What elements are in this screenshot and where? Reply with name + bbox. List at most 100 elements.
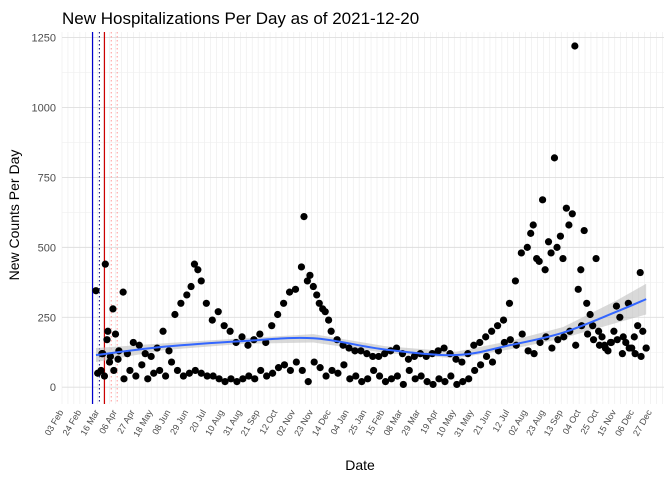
data-point: [550, 154, 559, 162]
data-point: [411, 375, 419, 383]
data-point: [304, 378, 312, 386]
data-point: [132, 372, 140, 380]
data-point: [171, 310, 179, 319]
data-point: [357, 347, 365, 355]
data-point: [194, 266, 202, 274]
data-point: [446, 350, 454, 358]
data-point: [589, 336, 598, 344]
data-point: [268, 369, 277, 377]
data-point: [268, 322, 276, 330]
data-point: [631, 350, 639, 358]
data-point: [297, 263, 306, 271]
data-point: [215, 375, 223, 383]
data-point: [618, 350, 626, 358]
data-point: [197, 277, 205, 285]
data-point: [554, 336, 562, 344]
data-point: [111, 330, 120, 338]
data-point: [562, 204, 570, 212]
data-point: [322, 372, 330, 380]
data-point: [209, 372, 217, 380]
data-point: [352, 372, 360, 380]
data-point: [488, 358, 497, 366]
data-point: [639, 327, 647, 335]
data-point: [404, 355, 413, 363]
data-point: [583, 299, 591, 307]
data-point: [636, 268, 644, 277]
data-point: [325, 316, 333, 324]
data-point: [214, 308, 222, 316]
data-point: [141, 350, 149, 358]
data-point: [423, 378, 431, 386]
data-point: [262, 338, 270, 347]
data-point: [500, 338, 508, 347]
data-point: [493, 322, 502, 330]
data-point: [114, 355, 122, 363]
data-point: [476, 361, 485, 369]
data-point: [104, 327, 112, 335]
data-point: [208, 316, 216, 324]
data-point: [577, 266, 585, 274]
data-point: [310, 358, 318, 366]
data-point: [574, 285, 582, 293]
data-point: [316, 364, 324, 372]
data-point: [580, 226, 588, 235]
data-point: [144, 375, 152, 383]
data-point: [410, 352, 418, 361]
trend-line: [95, 298, 647, 357]
data-point: [187, 282, 195, 291]
data-point: [226, 327, 234, 335]
data-point: [568, 210, 576, 218]
data-point: [541, 266, 549, 274]
data-point: [191, 366, 199, 375]
data-point: [251, 375, 259, 383]
data-point: [572, 341, 580, 349]
data-point: [190, 260, 199, 268]
data-point: [560, 333, 568, 341]
data-point: [548, 344, 556, 352]
data-point: [109, 305, 117, 313]
data-point: [393, 372, 401, 380]
data-point: [381, 378, 390, 386]
data-point: [583, 330, 592, 338]
data-point: [135, 341, 143, 349]
data-point: [358, 378, 366, 386]
data-point: [482, 333, 490, 341]
data-point: [506, 336, 514, 344]
data-point: [340, 361, 348, 369]
data-point: [313, 291, 321, 299]
data-point: [369, 352, 377, 361]
data-point: [280, 361, 289, 369]
data-point: [94, 369, 102, 377]
data-point: [364, 375, 372, 383]
data-point: [607, 338, 615, 347]
data-point: [238, 333, 246, 341]
data-point: [634, 322, 642, 330]
data-point: [538, 196, 547, 204]
data-point: [280, 299, 288, 307]
data-point: [233, 378, 241, 386]
data-points: [92, 42, 650, 389]
data-point: [440, 344, 448, 352]
data-point: [303, 277, 311, 285]
data-point: [642, 344, 650, 352]
data-point: [177, 299, 185, 307]
data-point: [505, 299, 514, 307]
data-point: [370, 366, 378, 375]
y-tick-label: 1000: [32, 103, 56, 115]
y-tick-label: 0: [50, 382, 56, 394]
data-point: [429, 380, 437, 389]
data-point: [363, 350, 371, 358]
data-point: [263, 372, 271, 380]
y-tick-label: 250: [38, 312, 56, 324]
data-point: [309, 282, 317, 291]
x-tick-label: 29 Jun: [168, 408, 190, 436]
data-point: [346, 375, 354, 383]
data-point: [167, 358, 176, 366]
data-point: [465, 375, 473, 383]
data-point: [101, 260, 109, 268]
data-point: [601, 344, 610, 352]
data-point: [285, 288, 294, 296]
data-point: [610, 327, 618, 335]
data-point: [536, 338, 544, 347]
y-axis-label: New Counts Per Day: [6, 150, 22, 281]
